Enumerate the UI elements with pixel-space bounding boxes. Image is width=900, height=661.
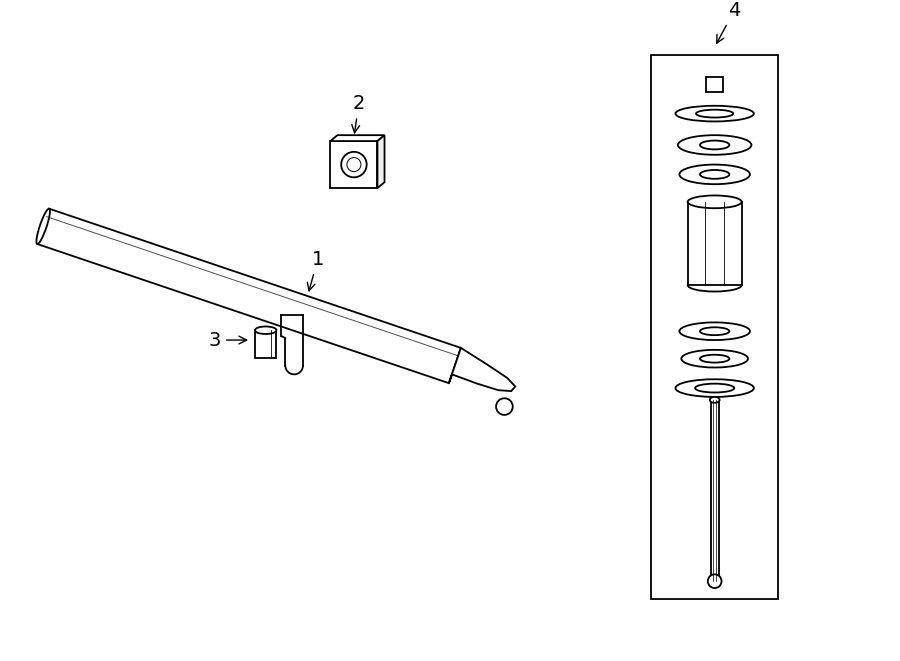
Ellipse shape (700, 170, 729, 178)
Ellipse shape (695, 383, 734, 393)
Bar (711, 400, 718, 581)
Ellipse shape (36, 209, 50, 244)
Bar (651, 55, 778, 599)
Text: 2: 2 (352, 95, 365, 133)
Circle shape (346, 157, 361, 172)
Text: 3: 3 (209, 330, 247, 350)
Bar (255, 330, 276, 358)
Ellipse shape (255, 327, 276, 334)
Ellipse shape (688, 196, 742, 208)
Circle shape (496, 398, 513, 415)
Ellipse shape (681, 350, 748, 368)
Polygon shape (377, 135, 384, 188)
Polygon shape (330, 135, 384, 141)
Ellipse shape (676, 379, 754, 397)
Ellipse shape (696, 110, 734, 118)
Bar (330, 141, 377, 188)
Ellipse shape (680, 165, 750, 184)
Ellipse shape (676, 106, 754, 122)
Ellipse shape (700, 355, 729, 363)
Polygon shape (449, 348, 516, 391)
Text: 4: 4 (716, 1, 741, 43)
Ellipse shape (678, 135, 752, 155)
Ellipse shape (680, 323, 750, 340)
Bar (706, 77, 724, 92)
Ellipse shape (700, 141, 729, 149)
Ellipse shape (710, 397, 720, 403)
Circle shape (341, 152, 366, 177)
Circle shape (707, 574, 722, 588)
Bar (688, 202, 742, 285)
Ellipse shape (688, 279, 742, 292)
Ellipse shape (700, 327, 729, 335)
Text: 1: 1 (308, 250, 324, 291)
Polygon shape (37, 209, 461, 383)
